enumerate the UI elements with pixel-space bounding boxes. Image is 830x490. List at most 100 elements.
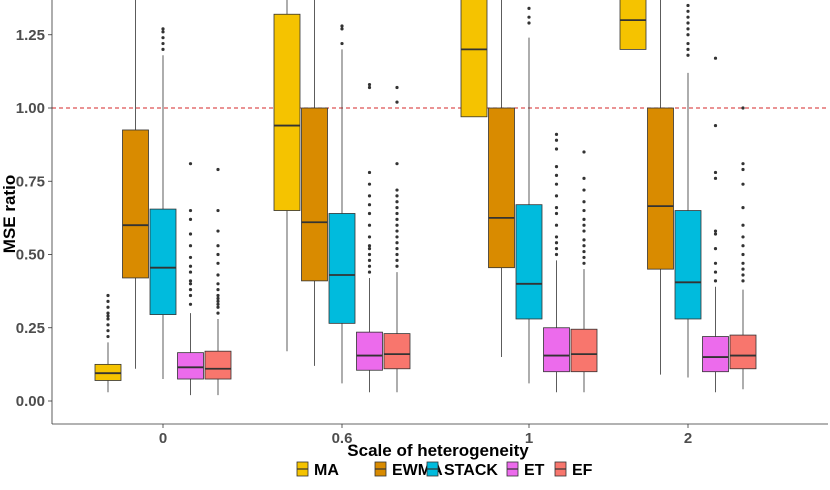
outlier-point [713, 176, 718, 180]
outlier-point [554, 247, 559, 251]
outlier-point [554, 132, 559, 136]
outlier-point [188, 293, 193, 298]
outlier-point [741, 267, 745, 271]
outlier-point [686, 9, 690, 13]
legend-label: STACK [444, 462, 498, 479]
x-tick-label: 2 [684, 430, 692, 447]
box-ewma-1 [488, 0, 515, 358]
outlier-point [741, 279, 745, 283]
outlier-point [216, 273, 220, 277]
outlier-point [713, 56, 718, 60]
outlier-point [367, 170, 372, 175]
x-tick-label: 0.6 [332, 430, 353, 447]
outlier-point [367, 258, 372, 262]
outlier-point [582, 238, 586, 242]
box-body [647, 107, 674, 270]
outlier-point [188, 270, 193, 274]
outlier-point [395, 188, 399, 192]
outlier-point [554, 235, 559, 239]
box-body [383, 333, 411, 370]
legend: MA EWMA STACK ET EF [296, 461, 593, 479]
outlier-point [367, 85, 372, 90]
outlier-point [686, 33, 690, 37]
outlier-point [686, 47, 690, 52]
outlier-point [554, 173, 559, 177]
box-body [543, 327, 570, 373]
outlier-point [216, 252, 220, 257]
outlier-point [527, 21, 531, 25]
legend-item-ma: MA [296, 461, 339, 479]
outlier-point [188, 208, 193, 213]
box-ma-1 [460, 0, 488, 118]
outlier-point [395, 264, 399, 268]
outlier-point [216, 244, 220, 248]
outlier-point [161, 30, 165, 34]
box-ewma-0 [122, 0, 149, 369]
outlier-point [216, 302, 220, 306]
outlier-point [216, 305, 220, 309]
outlier-point [367, 270, 372, 274]
outlier-point [216, 288, 220, 292]
outlier-point [686, 27, 690, 31]
outlier-point [395, 241, 399, 245]
y-tick-label: 0.00 [16, 393, 45, 410]
x-tick-label: 0 [159, 430, 167, 447]
box-ef-2 [729, 106, 757, 390]
x-axis-title: Scale of heterogeneity [347, 441, 529, 460]
outlier-point [188, 232, 193, 236]
outlier-point [367, 211, 372, 216]
outlier-point [554, 194, 559, 198]
y-tick-label: 1.25 [16, 27, 45, 44]
box-stack-0.6 [328, 24, 356, 384]
outlier-point [216, 208, 220, 213]
outlier-point [395, 85, 399, 90]
outlier-point [554, 147, 559, 151]
outlier-point [582, 176, 586, 180]
y-tick-label: 0.50 [16, 247, 45, 264]
outlier-point [741, 206, 745, 210]
outlier-point [161, 27, 165, 31]
box-ma-0.6 [273, 0, 301, 352]
outlier-point [554, 138, 559, 142]
outlier-point [582, 217, 586, 221]
outlier-point [216, 299, 220, 303]
outlier-point [188, 302, 193, 306]
box-body [149, 208, 177, 315]
outlier-point [582, 249, 586, 254]
outlier-point [188, 255, 193, 260]
outlier-point [686, 15, 690, 19]
box-ma-2 [619, 0, 647, 50]
outlier-point [741, 252, 745, 257]
outlier-point [395, 194, 399, 198]
box-body [273, 13, 301, 211]
outlier-point [367, 235, 372, 239]
outlier-point [582, 150, 586, 154]
outlier-point [216, 229, 220, 233]
outlier-point [106, 299, 110, 303]
outlier-point [686, 53, 690, 57]
box-ewma-2 [647, 0, 674, 375]
outlier-point [106, 314, 110, 318]
outlier-point [367, 247, 372, 251]
outlier-point [106, 293, 110, 298]
x-axis: 0 0.6 1 2 [159, 424, 692, 447]
y-axis: 0.00 0.25 0.50 0.75 1.00 1.25 [16, 27, 52, 410]
legend-label: ET [524, 462, 545, 479]
outlier-point [395, 247, 399, 251]
y-tick-label: 0.25 [16, 320, 45, 337]
legend-item-et: ET [506, 461, 545, 479]
outlier-point [216, 311, 220, 315]
outlier-point [395, 217, 399, 221]
box-stack-1 [515, 6, 543, 384]
outlier-point [188, 217, 193, 221]
box-et-0.6 [356, 82, 383, 393]
outlier-point [741, 261, 745, 265]
box-ewma-0.6 [301, 0, 328, 366]
outlier-point [741, 244, 745, 248]
box-body [619, 0, 647, 50]
box-et-0 [177, 162, 204, 396]
outlier-point [395, 211, 399, 216]
outlier-point [367, 82, 372, 87]
outlier-point [554, 211, 559, 216]
outlier-point [713, 279, 718, 283]
